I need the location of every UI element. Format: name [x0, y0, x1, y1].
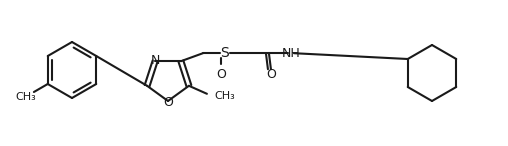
Text: O: O	[266, 68, 276, 81]
Text: NH: NH	[281, 47, 300, 60]
Text: O: O	[216, 68, 226, 81]
Text: CH₃: CH₃	[16, 92, 36, 102]
Text: O: O	[163, 95, 173, 108]
Text: S: S	[220, 46, 229, 60]
Text: N: N	[150, 54, 160, 67]
Text: CH₃: CH₃	[214, 91, 235, 101]
